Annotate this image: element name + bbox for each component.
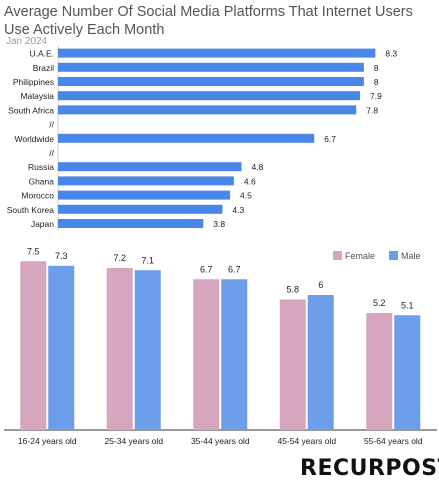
country-value-label: 3.8	[213, 219, 225, 229]
legend-label-male: Male	[401, 251, 421, 261]
bar-value-label: 5.8	[286, 285, 299, 295]
country-bar	[58, 133, 315, 143]
country-label: Malaysia	[20, 91, 54, 101]
country-label: Philippines	[13, 77, 54, 87]
country-label: South Korea	[7, 205, 55, 215]
chart-title: Average Number Of Social Media Platforms…	[4, 4, 413, 38]
chart-subtitle: Jan 2024	[6, 36, 48, 47]
recurpost-logo: RECURPOST	[300, 456, 439, 481]
country-bar	[58, 91, 361, 101]
country-label: Russia	[28, 162, 54, 172]
country-label: South Africa	[8, 105, 54, 115]
country-label: //	[49, 148, 54, 158]
bar-value-label: 6	[318, 280, 323, 290]
country-label: Ghana	[28, 176, 54, 186]
bar-female	[193, 279, 220, 430]
country-value-label: 6.7	[324, 134, 336, 144]
bar-male	[221, 279, 248, 430]
country-value-label: 8.3	[385, 49, 397, 59]
x-tick-label: 25-34 years old	[104, 436, 163, 446]
bar-female	[279, 299, 306, 430]
country-value-label: 7.8	[366, 105, 378, 115]
country-bar	[58, 162, 242, 172]
country-label: Morocco	[21, 191, 54, 201]
country-value-label: 7.9	[370, 91, 382, 101]
country-bar	[58, 77, 364, 86]
country-value-label: 8	[374, 63, 379, 73]
bar-value-label: 7.1	[141, 255, 154, 265]
country-bar	[58, 62, 364, 72]
bar-male	[394, 315, 421, 430]
bar-male	[48, 265, 75, 430]
country-label: Japan	[31, 219, 54, 229]
country-value-label: 4.6	[244, 176, 256, 186]
x-tick-label: 55-64 years old	[364, 436, 423, 446]
country-bar	[58, 219, 204, 228]
x-tick-label: 35-44 years old	[191, 436, 250, 446]
country-bar	[58, 48, 376, 58]
bar-value-label: 6.7	[200, 264, 213, 274]
bar-value-label: 5.1	[401, 300, 414, 310]
country-bar	[58, 190, 231, 200]
legend-label-female: Female	[345, 251, 375, 261]
bar-value-label: 7.3	[55, 251, 68, 261]
legend-swatch-female	[333, 251, 342, 260]
country-label: //	[49, 120, 54, 130]
country-bar	[58, 176, 234, 186]
x-tick-label: 16-24 years old	[18, 436, 77, 446]
bar-female	[106, 268, 133, 430]
bar-female	[20, 261, 47, 430]
bar-male	[307, 295, 334, 430]
x-tick-label: 45-54 years old	[277, 436, 336, 446]
country-value-label: 4.8	[252, 162, 264, 172]
country-bar	[58, 105, 357, 115]
country-label: Worldwide	[14, 134, 54, 144]
bar-value-label: 6.7	[228, 264, 241, 274]
bar-value-label: 7.2	[113, 253, 126, 263]
country-label: U.A.E.	[29, 49, 54, 59]
bar-value-label: 7.5	[27, 246, 40, 256]
bar-female	[366, 313, 393, 430]
country-bar	[58, 204, 223, 214]
bar-male	[134, 270, 161, 430]
country-value-label: 4.5	[240, 191, 252, 201]
country-label: Brazil	[33, 63, 54, 73]
country-value-label: 4.3	[232, 205, 244, 215]
country-value-label: 8	[374, 77, 379, 87]
bar-value-label: 5.2	[373, 298, 386, 308]
legend-swatch-male	[389, 251, 398, 260]
